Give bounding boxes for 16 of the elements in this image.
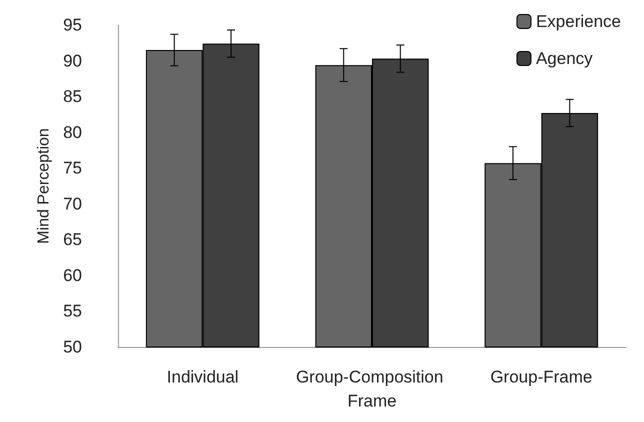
y-tick-label: 75: [63, 158, 82, 178]
x-tick-label: Individual: [166, 368, 239, 386]
x-tick-label: Group-Frame: [490, 368, 592, 386]
y-tick-label: 60: [63, 266, 82, 285]
y-tick-label: 85: [63, 87, 82, 106]
y-axis-title: Mind Perception: [36, 128, 53, 244]
legend-label: Experience: [536, 12, 622, 31]
y-tick-label: 90: [63, 51, 82, 70]
y-tick-label: 70: [63, 194, 82, 214]
y-tick-label: 65: [63, 230, 82, 250]
x-tick-label: Group-Composition Frame: [296, 368, 448, 410]
y-tick-label: 50: [63, 338, 82, 356]
y-tick-label: 95: [63, 16, 82, 34]
y-tick-label: 55: [63, 302, 82, 321]
legend-label: Agency: [536, 49, 594, 68]
y-tick-label: 80: [63, 122, 82, 142]
